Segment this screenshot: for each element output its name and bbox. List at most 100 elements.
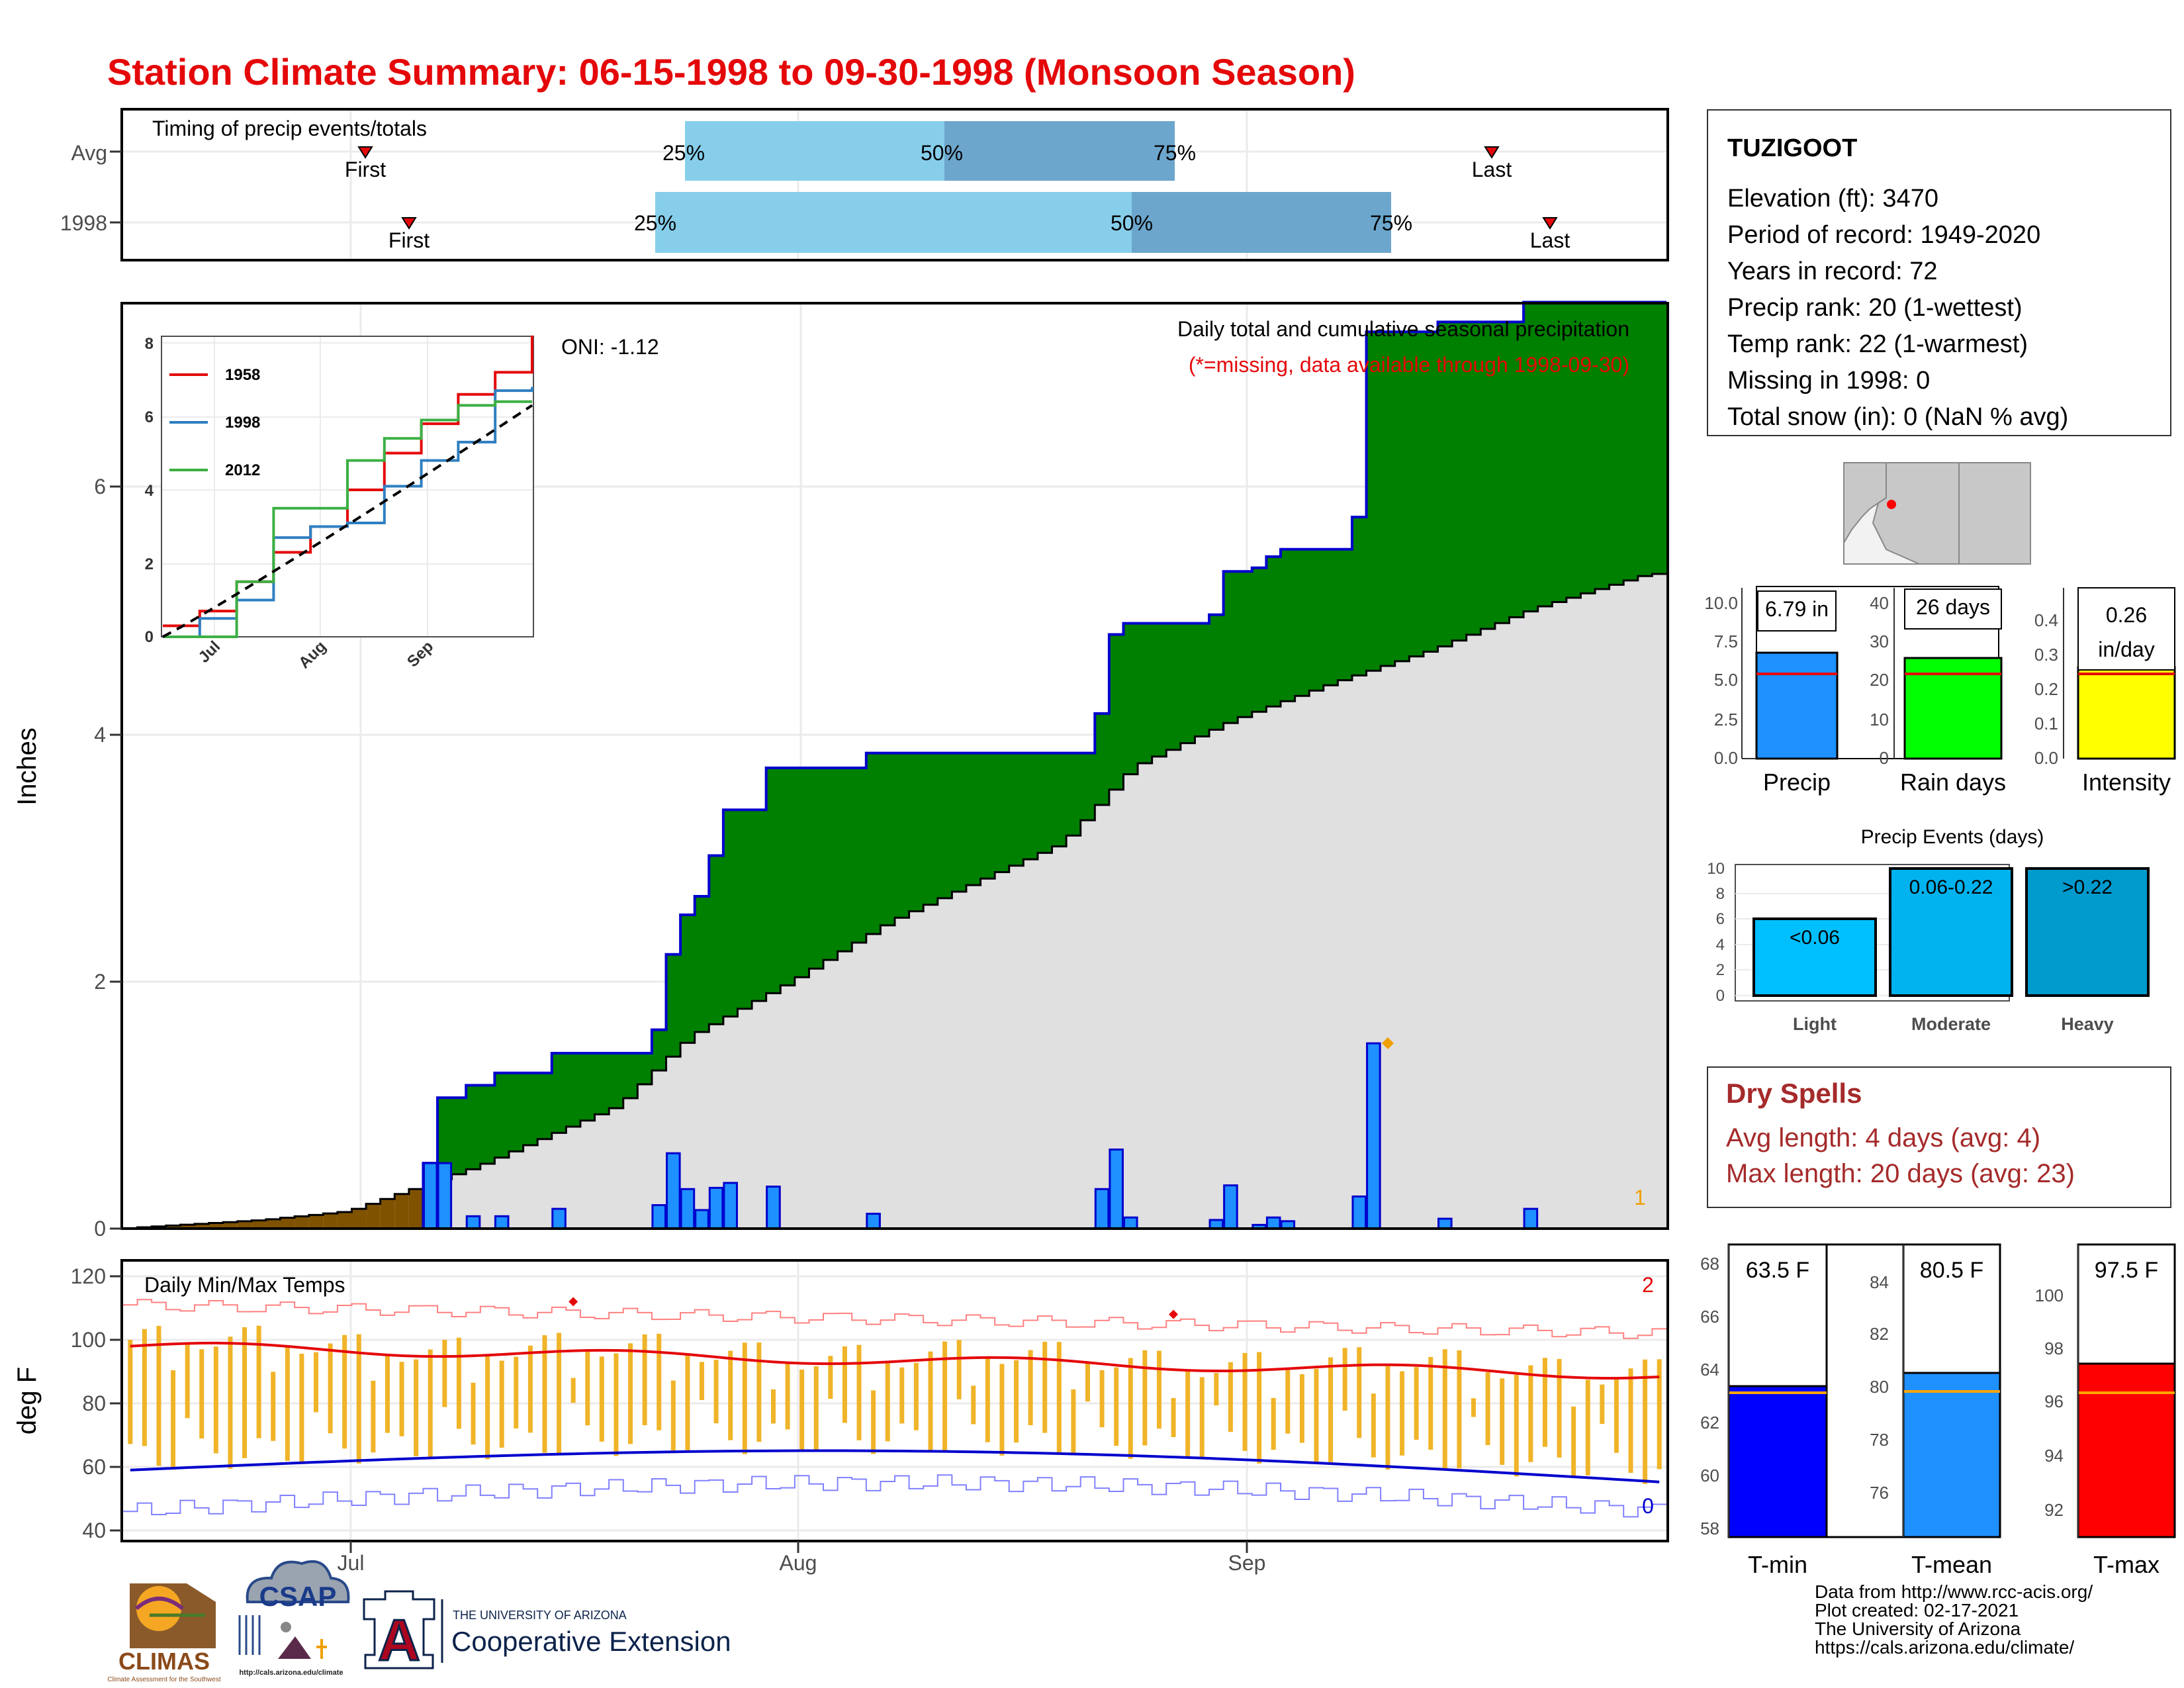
precip-events-cat-light: Light: [1793, 1014, 1837, 1034]
above-average-area: [694, 896, 709, 1033]
daily-precip-bar: [1109, 1149, 1124, 1230]
oni-label: ONI: -1.12: [561, 335, 659, 359]
timing-avg-first-marker: [357, 146, 373, 159]
daily-temp-range-bar: [700, 1362, 704, 1400]
above-average-area: [995, 753, 1010, 872]
location-map: [1843, 462, 2031, 565]
daily-precip-bar: [666, 1152, 681, 1230]
daily-temp-range-bar: [1600, 1384, 1605, 1425]
summary-intensity-ytick: 0.3: [2034, 645, 2058, 665]
above-average-area: [880, 753, 895, 925]
temp-ytick-120: 120: [71, 1264, 106, 1288]
daily-temp-range-bar: [1500, 1378, 1505, 1465]
station-info-frame: [1707, 109, 2171, 436]
summary-raindays-ytick: 10: [1870, 710, 1889, 729]
precip-ytick-0: 0: [94, 1217, 106, 1241]
avg-cumulative-area: [952, 891, 967, 1229]
avg-cumulative-area: [594, 1114, 610, 1229]
avg-cumulative-area: [466, 1169, 481, 1229]
daily-temp-range-bar: [1657, 1359, 1662, 1470]
above-average-area: [494, 1072, 510, 1158]
summary-intensity-ytick: 0.4: [2034, 610, 2058, 630]
daily-temp-range-bar: [1514, 1374, 1519, 1477]
below-average-area: [394, 1194, 410, 1229]
inset-ytick-4: 4: [145, 482, 154, 500]
tmax-ytick: 100: [2035, 1286, 2064, 1305]
station-info-box: TUZIGOOT Elevation (ft): 3470 Period of …: [1707, 109, 2171, 436]
temp-grid: [123, 1262, 1666, 1540]
ua-logo-small-text: THE UNIVERSITY OF ARIZONA: [453, 1609, 627, 1622]
below-average-area: [194, 1223, 210, 1229]
above-average-area: [680, 915, 696, 1043]
avg-cumulative-area: [1123, 774, 1138, 1229]
summary-precip-label: Precip: [1763, 769, 1831, 796]
avg-cumulative-area: [651, 1070, 667, 1229]
above-average-area: [523, 1072, 538, 1146]
daily-temp-range-bar: [1099, 1370, 1105, 1428]
summary-bars: 0.0 2.5 5.0 7.5 10.0 6.79 in Precip 0 10…: [1704, 586, 2176, 796]
avg-cumulative-area: [1338, 680, 1353, 1229]
avg-cumulative-area: [1209, 729, 1224, 1229]
above-average-area: [1595, 302, 1610, 589]
tmin-ytick: 68: [1700, 1254, 1719, 1274]
precip-events-ytick: 8: [1716, 885, 1725, 903]
daily-temp-range-bar: [899, 1367, 905, 1424]
daily-temp-range-bar: [628, 1343, 633, 1444]
above-average-area: [1009, 753, 1024, 866]
daily-temp-range-bar: [657, 1333, 662, 1430]
above-average-area: [1394, 332, 1410, 661]
below-average-area: [165, 1225, 181, 1229]
month-label-aug: Aug: [780, 1551, 817, 1575]
above-average-area: [1152, 623, 1167, 757]
dry-spells-max: Max length: 20 days (avg: 23): [1726, 1159, 2075, 1188]
daily-temp-range-bar: [956, 1340, 962, 1399]
daily-temp-range-bar: [1485, 1372, 1490, 1446]
daily-temp-range-bar: [1328, 1357, 1334, 1462]
avg-cumulative-area: [680, 1043, 696, 1229]
daily-temp-range-bar: [599, 1356, 604, 1442]
daily-temp-range-bar: [756, 1342, 762, 1442]
above-average-area: [780, 767, 796, 986]
temp-ytick-40: 40: [82, 1519, 106, 1542]
daily-temp-range-bar: [1414, 1367, 1419, 1440]
avg-cumulative-area: [451, 1174, 467, 1229]
daily-temp-range-bar: [585, 1350, 590, 1426]
daily-temp-range-bar: [856, 1344, 862, 1440]
daily-precip-bar: [1265, 1216, 1281, 1230]
precip-events-ytick: 4: [1716, 936, 1725, 954]
daily-temp-range-bar: [1171, 1397, 1176, 1437]
above-average-area: [937, 753, 952, 898]
daily-temp-range-bar: [1257, 1352, 1262, 1464]
summary-intensity-label: Intensity: [2082, 769, 2171, 796]
below-average-area: [308, 1215, 324, 1229]
above-average-area: [594, 1053, 610, 1115]
timing-1998-25-50-bar: [655, 192, 1132, 253]
precip-events-ytick: 6: [1716, 910, 1725, 928]
avg-cumulative-area: [923, 904, 938, 1229]
precip-events-label-light: <0.06: [1790, 927, 1840, 949]
month-label-sep: Sep: [1228, 1551, 1266, 1575]
daily-temp-range-bar: [728, 1350, 733, 1440]
avg-cumulative-area: [1266, 706, 1281, 1229]
summary-raindays-ytick: 30: [1870, 632, 1889, 651]
tmean-bar: [1902, 1372, 2001, 1538]
summary-intensity-bar: [2077, 666, 2176, 760]
daily-temp-range-bar: [1299, 1374, 1304, 1443]
daily-precip-bar: [494, 1215, 510, 1230]
temp-frame-bg: [122, 1260, 1668, 1541]
tmax-ytick: 92: [2044, 1500, 2064, 1520]
avg-cumulative-area: [1223, 723, 1238, 1229]
above-average-area: [437, 1098, 453, 1180]
daily-temp-range-bar: [1114, 1367, 1119, 1446]
daily-temp-range-bar: [471, 1382, 476, 1445]
daily-temp-range-bar: [542, 1335, 547, 1453]
daily-temp-range-bar: [1214, 1373, 1219, 1406]
avg-cumulative-area: [1152, 756, 1167, 1229]
above-average-area: [1466, 322, 1481, 635]
avg-cumulative-area: [780, 985, 796, 1229]
inset-yticks: 0 2 4 6 8: [145, 335, 154, 646]
dry-spells-box: Dry Spells Avg length: 4 days (avg: 4) M…: [1707, 1066, 2171, 1208]
daily-precip-bar: [1366, 1042, 1381, 1230]
precip-yticks: 0 2 4 6: [94, 475, 106, 1241]
timing-avg-p50: 50%: [921, 141, 963, 165]
